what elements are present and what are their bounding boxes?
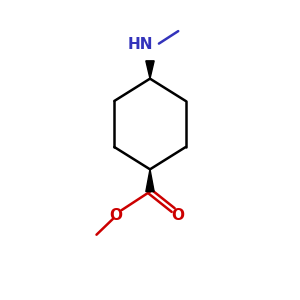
Text: O: O xyxy=(109,208,122,224)
Text: HN: HN xyxy=(128,37,153,52)
Text: O: O xyxy=(171,208,184,224)
Polygon shape xyxy=(146,169,154,192)
Polygon shape xyxy=(146,61,154,79)
